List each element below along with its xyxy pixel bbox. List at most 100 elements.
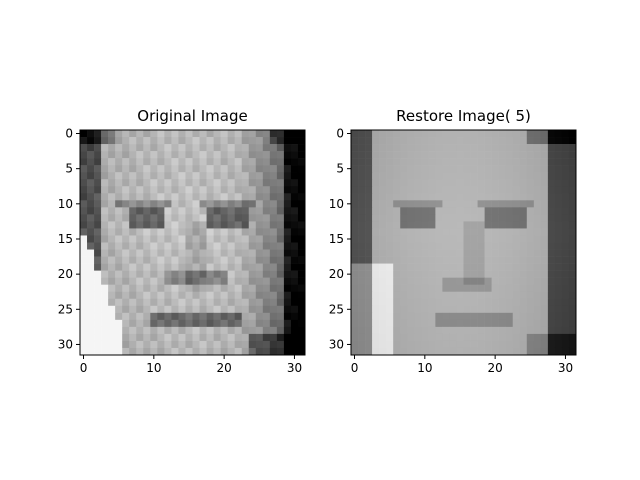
heatmap-cell <box>365 277 373 285</box>
heatmap-cell <box>164 214 172 222</box>
heatmap-cell <box>421 242 429 250</box>
heatmap-cell <box>379 242 387 250</box>
heatmap-cell <box>115 186 123 194</box>
heatmap-cell <box>290 298 299 307</box>
heatmap-cell <box>526 284 535 293</box>
heatmap-cell <box>101 158 109 166</box>
heatmap-cell <box>358 256 366 264</box>
heatmap-cell <box>477 326 485 335</box>
heatmap-cell <box>533 221 542 229</box>
heatmap-cell <box>199 228 207 236</box>
heatmap-cell <box>568 333 577 342</box>
heatmap-cell <box>568 144 577 152</box>
heatmap-cell <box>178 207 186 215</box>
heatmap-cell <box>276 235 285 243</box>
heatmap-cell <box>199 270 207 278</box>
heatmap-cell <box>178 249 186 257</box>
heatmap-cell <box>372 333 380 342</box>
heatmap-cell <box>393 298 401 307</box>
heatmap-cell <box>269 312 278 321</box>
heatmap-cell <box>115 347 123 356</box>
heatmap-cell <box>255 333 264 342</box>
heatmap-cell <box>484 319 492 328</box>
heatmap-cell <box>150 200 158 208</box>
heatmap-cell <box>262 165 271 173</box>
heatmap-cell <box>435 228 443 236</box>
heatmap-cell <box>241 228 250 236</box>
heatmap-cell <box>463 270 471 278</box>
heatmap-cell <box>164 291 172 300</box>
heatmap-cell <box>505 270 514 278</box>
heatmap-cell <box>164 186 172 194</box>
heatmap-cell <box>206 333 214 342</box>
heatmap-cell <box>171 179 179 187</box>
heatmap-cell <box>171 340 179 349</box>
heatmap-cell <box>206 130 214 138</box>
heatmap-cell <box>94 165 102 173</box>
heatmap-cell <box>484 298 492 307</box>
heatmap-cell <box>351 277 359 285</box>
heatmap-cell <box>379 137 387 145</box>
heatmap-cell <box>115 165 123 173</box>
heatmap-cell <box>143 207 151 215</box>
heatmap-cell <box>484 256 492 264</box>
heatmap-cell <box>491 214 499 222</box>
heatmap-cell <box>400 270 408 278</box>
heatmap-cell <box>101 193 109 201</box>
heatmap-cell <box>428 242 436 250</box>
heatmap-cell <box>533 242 542 250</box>
heatmap-cell <box>185 333 193 342</box>
heatmap-cell <box>428 291 436 300</box>
heatmap-cell <box>533 179 542 187</box>
heatmap-cell <box>505 277 514 285</box>
heatmap-cell <box>206 144 214 152</box>
heatmap-cell <box>442 214 450 222</box>
heatmap-cell <box>122 284 130 293</box>
heatmap-cell <box>234 158 243 166</box>
heatmap-cell <box>449 284 457 293</box>
heatmap-cell <box>372 270 380 278</box>
heatmap-cell <box>407 158 415 166</box>
heatmap-cell <box>491 144 499 152</box>
heatmap-cell <box>290 228 299 236</box>
heatmap-cell <box>80 193 88 201</box>
y-tick-label: 30 <box>58 337 73 351</box>
heatmap-cell <box>185 200 193 208</box>
heatmap-restore-image <box>351 130 577 356</box>
heatmap-cell <box>178 151 186 159</box>
heatmap-cell <box>283 193 292 201</box>
heatmap-cell <box>234 137 243 145</box>
heatmap-cell <box>498 277 506 285</box>
heatmap-cell <box>526 235 535 243</box>
heatmap-cell <box>400 284 408 293</box>
heatmap-cell <box>101 270 109 278</box>
heatmap-cell <box>192 347 200 356</box>
heatmap-cell <box>290 172 299 180</box>
y-tick-label: 10 <box>58 197 73 211</box>
heatmap-cell <box>269 235 278 243</box>
heatmap-cell <box>351 298 359 307</box>
heatmap-cell <box>365 207 373 215</box>
heatmap-cell <box>94 221 102 229</box>
x-tick-label: 0 <box>351 361 359 375</box>
heatmap-cell <box>463 347 471 356</box>
heatmap-cell <box>94 326 102 335</box>
heatmap-cell <box>248 172 257 180</box>
heatmap-cell <box>491 179 499 187</box>
heatmap-cell <box>435 221 443 229</box>
heatmap-cell <box>276 277 285 285</box>
heatmap-cell <box>136 298 144 307</box>
heatmap-cell <box>477 249 485 257</box>
heatmap-cell <box>456 179 464 187</box>
heatmap-cell <box>442 333 450 342</box>
heatmap-cell <box>393 151 401 159</box>
heatmap-cell <box>540 144 549 152</box>
heatmap-cell <box>505 235 514 243</box>
heatmap-cell <box>498 249 506 257</box>
heatmap-cell <box>248 249 257 257</box>
heatmap-cell <box>101 333 109 342</box>
heatmap-cell <box>164 235 172 243</box>
heatmap-cell <box>101 319 109 328</box>
y-tick-label: 5 <box>65 162 73 176</box>
heatmap-cell <box>442 228 450 236</box>
